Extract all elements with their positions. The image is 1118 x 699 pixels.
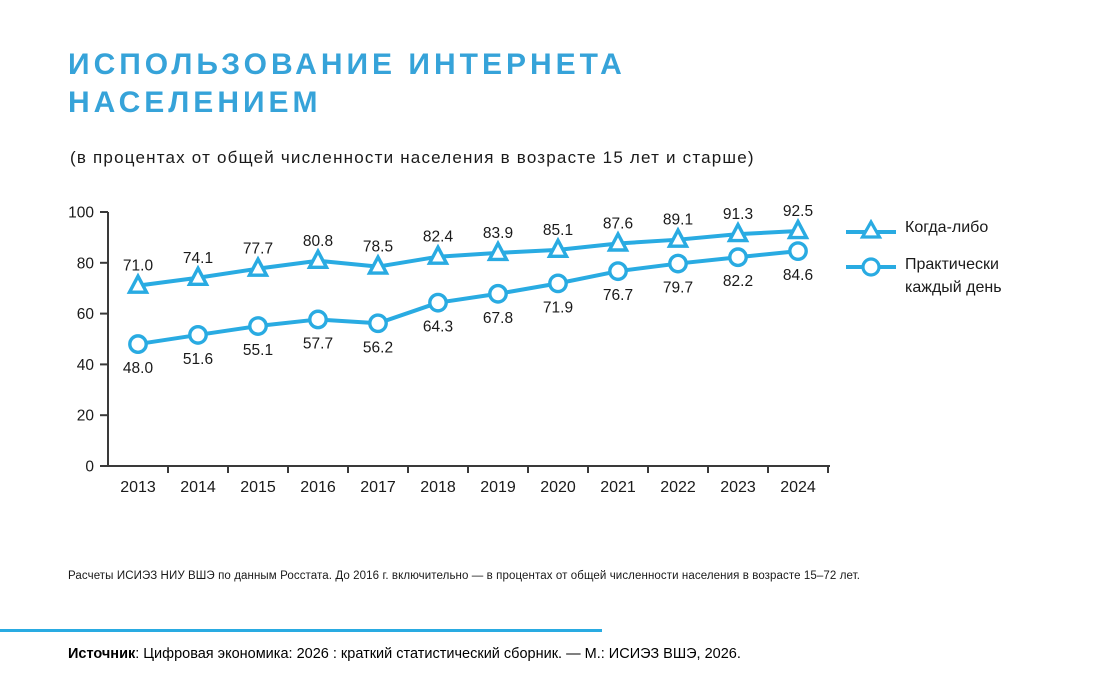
data-label: 92.5 [783, 203, 813, 220]
svg-text:2018: 2018 [420, 479, 456, 496]
data-label: 87.6 [603, 215, 633, 232]
chart-legend: Когда-либо Практически каждый день [845, 216, 1105, 311]
series-daily: 48.0 51.6 55.1 57.7 56.2 64.3 67.8 71.9 76.7 79.7… [123, 241, 813, 377]
data-label: 71.9 [543, 299, 573, 316]
svg-text:2019: 2019 [480, 479, 516, 496]
page-title: ИСПОЛЬЗОВАНИЕ ИНТЕРНЕТА НАСЕЛЕНИЕМ [68, 48, 626, 120]
data-label: 78.5 [363, 239, 393, 256]
data-label: 82.2 [723, 273, 753, 290]
data-point-marker [306, 247, 330, 269]
data-label: 83.9 [483, 225, 513, 242]
data-point-marker [248, 316, 268, 336]
data-point-marker [246, 255, 270, 277]
triangle-marker-icon [846, 219, 896, 239]
svg-text:2023: 2023 [720, 479, 756, 496]
data-label: 84.6 [783, 267, 813, 284]
data-label: 74.1 [183, 250, 213, 267]
legend-label-ever: Когда-либо [905, 219, 989, 236]
source-text: : Цифровая экономика: 2026 : краткий ста… [135, 646, 741, 662]
data-point-marker [488, 283, 508, 304]
data-point-marker [128, 334, 148, 354]
data-label: 89.1 [663, 212, 693, 229]
data-label: 77.7 [243, 241, 273, 258]
svg-text:2024: 2024 [780, 479, 816, 496]
data-label: 64.3 [423, 319, 453, 336]
data-point-marker [368, 313, 388, 334]
data-label: 51.6 [183, 351, 213, 368]
data-label: 55.1 [243, 342, 273, 359]
data-label: 71.0 [123, 258, 154, 275]
data-point-marker [786, 217, 810, 240]
divider-line [0, 629, 602, 632]
svg-text:80: 80 [77, 255, 95, 272]
data-point-marker [308, 309, 328, 330]
data-label: 57.7 [303, 335, 333, 352]
circle-marker-icon [846, 257, 896, 277]
svg-text:20: 20 [77, 408, 95, 425]
svg-text:2016: 2016 [300, 479, 336, 496]
data-label: 91.3 [723, 206, 753, 223]
y-axis-tick-labels: 0 20 40 60 80 100 [68, 205, 94, 476]
source-line: Источник: Цифровая экономика: 2026 : кра… [68, 646, 1068, 662]
legend-label-daily: Практически каждый день [905, 256, 1002, 297]
data-point-marker [426, 243, 450, 265]
data-label: 80.8 [303, 233, 333, 250]
svg-text:2013: 2013 [120, 479, 156, 496]
series-ever: 71.0 74.1 77.7 80.8 78.5 82.4 83.9 85.1 87.6 89.1… [123, 203, 813, 294]
svg-text:100: 100 [68, 205, 94, 222]
data-point-marker [606, 230, 630, 252]
data-point-marker [188, 325, 208, 345]
line-chart: 0 20 40 60 80 100 2013 2014 2015 2016 2017 2018 2019… [68, 203, 830, 496]
chart-area: 0 20 40 60 80 100 2013 2014 2015 2016 2017 2018 2019… [60, 198, 840, 503]
svg-text:2014: 2014 [180, 479, 216, 496]
data-point-marker [428, 292, 448, 313]
data-label: 56.2 [363, 339, 393, 356]
data-point-marker [548, 273, 568, 294]
data-point-marker [546, 236, 570, 259]
data-point-marker [668, 253, 688, 274]
data-point-marker [726, 220, 750, 243]
data-point-marker [728, 247, 748, 268]
svg-text:2017: 2017 [360, 479, 396, 496]
x-axis-tick-labels: 2013 2014 2015 2016 2017 2018 2019 2020 2021 2022… [120, 479, 816, 496]
legend-item-daily: Практически каждый день [845, 253, 1105, 299]
legend-item-ever: Когда-либо [845, 216, 1105, 241]
data-point-marker [186, 264, 210, 286]
svg-text:40: 40 [77, 357, 95, 374]
data-point-marker [486, 239, 510, 262]
svg-text:2022: 2022 [660, 479, 696, 496]
data-label: 85.1 [543, 222, 573, 239]
data-point-marker [126, 272, 150, 294]
data-point-marker [788, 241, 808, 262]
source-label: Источник [68, 646, 136, 662]
data-label: 48.0 [123, 360, 154, 377]
data-point-marker [666, 226, 690, 248]
data-point-marker [608, 261, 628, 282]
svg-text:2015: 2015 [240, 479, 276, 496]
axes [100, 211, 830, 473]
svg-text:2020: 2020 [540, 479, 576, 496]
data-label: 76.7 [603, 287, 633, 304]
footnote: Расчеты ИСИЭЗ НИУ ВШЭ по данным Росстата… [68, 570, 861, 582]
data-label: 67.8 [483, 310, 513, 327]
svg-text:0: 0 [85, 459, 94, 476]
svg-text:2021: 2021 [600, 479, 636, 496]
svg-text:60: 60 [77, 306, 95, 323]
page-subtitle: (в процентах от общей численности населе… [70, 148, 755, 167]
data-point-marker [366, 253, 390, 275]
data-label: 79.7 [663, 280, 693, 297]
data-label: 82.4 [423, 229, 454, 246]
